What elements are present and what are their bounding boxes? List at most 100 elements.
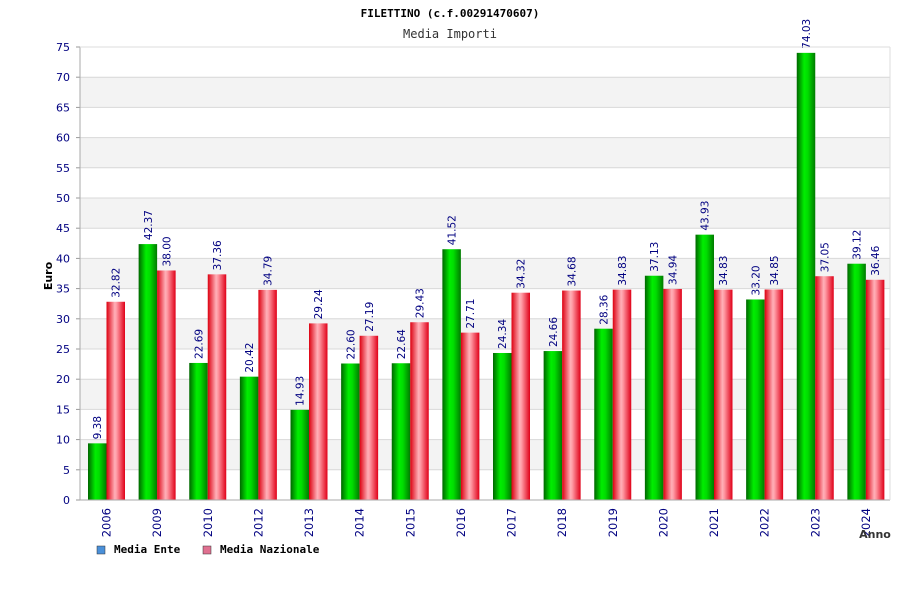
data-label-nazionale-2014: 27.19 (364, 302, 376, 332)
data-label-nazionale-2006: 32.82 (111, 268, 123, 298)
bar-nazionale-2024 (865, 279, 885, 500)
data-label-nazionale-2018: 34.68 (566, 256, 578, 286)
bar-ente-2015 (391, 363, 411, 500)
x-tick-label-2023: 2023 (808, 508, 822, 537)
legend-item-nazionale: Media Nazionale (202, 543, 320, 556)
grid-band (80, 77, 890, 108)
data-label-ente-2022: 33.20 (750, 265, 762, 295)
y-tick-label: 15 (56, 403, 70, 416)
data-label-nazionale-2020: 34.94 (668, 255, 680, 285)
bar-nazionale-2012 (258, 289, 277, 500)
chart-title: FILETTINO (c.f.00291470607) (361, 7, 540, 20)
bar-ente-2019 (594, 328, 613, 500)
data-label-ente-2020: 37.13 (649, 242, 661, 272)
bar-nazionale-2022 (764, 289, 784, 500)
legend-label-nazionale: Media Nazionale (220, 543, 320, 556)
y-axis-label: Euro (42, 261, 55, 290)
x-tick-label-2018: 2018 (555, 508, 569, 537)
data-label-ente-2013: 14.93 (295, 376, 307, 406)
bar-ente-2024 (847, 263, 866, 500)
data-label-ente-2016: 41.52 (447, 215, 459, 245)
bar-nazionale-2019 (612, 289, 632, 500)
legend-swatch-ente (96, 545, 106, 555)
bar-ente-2010 (189, 362, 208, 500)
data-label-ente-2009: 42.37 (143, 210, 155, 240)
data-label-nazionale-2015: 29.43 (415, 288, 427, 318)
data-label-ente-2006: 9.38 (92, 416, 104, 439)
x-tick-label-2020: 2020 (656, 508, 670, 537)
x-tick-label-2024: 2024 (859, 508, 873, 537)
data-label-ente-2017: 24.34 (497, 319, 509, 349)
x-tick-label-2009: 2009 (150, 508, 164, 537)
bar-nazionale-2014 (359, 335, 379, 500)
grid-band (80, 137, 890, 168)
x-axis-label: Anno (859, 528, 891, 541)
y-tick-label: 60 (56, 132, 70, 145)
data-label-nazionale-2022: 34.85 (769, 255, 781, 285)
data-label-nazionale-2024: 36.46 (870, 245, 882, 275)
data-label-ente-2012: 20.42 (244, 343, 256, 373)
y-tick-label: 45 (56, 222, 70, 235)
bar-ente-2012 (239, 376, 259, 500)
bar-nazionale-2015 (410, 322, 429, 500)
legend-item-ente: Media Ente (96, 543, 181, 556)
bar-ente-2018 (543, 351, 563, 500)
data-label-nazionale-2009: 38.00 (161, 236, 173, 266)
bar-nazionale-2010 (207, 274, 227, 500)
data-label-ente-2024: 39.12 (852, 230, 864, 260)
bar-ente-2022 (746, 299, 765, 500)
y-tick-label: 0 (63, 494, 70, 507)
bar-nazionale-2017 (511, 292, 530, 500)
x-tick-label-2017: 2017 (505, 508, 519, 537)
bar-nazionale-2006 (106, 301, 125, 500)
data-label-ente-2010: 22.69 (194, 329, 206, 359)
y-tick-label: 25 (56, 343, 70, 356)
y-tick-label: 50 (56, 192, 70, 205)
data-label-ente-2019: 28.36 (599, 294, 611, 324)
x-tick-label-2010: 2010 (201, 508, 215, 537)
x-tick-label-2014: 2014 (353, 508, 367, 537)
x-tick-label-2022: 2022 (758, 508, 772, 537)
y-tick-label: 35 (56, 283, 70, 296)
data-label-nazionale-2012: 34.79 (263, 256, 275, 286)
data-label-nazionale-2023: 37.05 (820, 242, 832, 272)
bar-ente-2013 (290, 409, 309, 500)
data-label-ente-2023: 74.03 (801, 19, 813, 49)
bar-ente-2021 (695, 234, 714, 501)
chart-subtitle: Media Importi (403, 27, 497, 41)
bar-nazionale-2013 (309, 323, 328, 500)
data-label-nazionale-2016: 27.71 (465, 299, 477, 329)
x-tick-label-2012: 2012 (251, 508, 265, 537)
bar-ente-2014 (341, 363, 360, 500)
data-label-ente-2021: 43.93 (700, 201, 712, 231)
x-tick-label-2016: 2016 (454, 508, 468, 537)
bar-nazionale-2009 (157, 270, 176, 500)
y-tick-label: 20 (56, 373, 70, 386)
bar-nazionale-2016 (460, 332, 480, 500)
x-tick-label-2021: 2021 (707, 508, 721, 537)
bar-nazionale-2018 (562, 290, 581, 500)
bar-ente-2016 (442, 249, 461, 500)
legend-swatch-nazionale (202, 545, 212, 555)
data-label-nazionale-2013: 29.24 (313, 289, 325, 319)
data-label-nazionale-2021: 34.83 (718, 256, 730, 286)
data-label-nazionale-2017: 34.32 (516, 259, 528, 289)
y-tick-label: 30 (56, 313, 70, 326)
x-tick-label-2015: 2015 (403, 508, 417, 537)
bar-ente-2020 (644, 275, 664, 500)
y-tick-label: 40 (56, 252, 70, 265)
data-label-ente-2018: 24.66 (548, 317, 560, 347)
bar-nazionale-2021 (714, 289, 733, 500)
data-label-nazionale-2010: 37.36 (212, 240, 224, 270)
grid-band (80, 198, 890, 229)
bar-ente-2009 (138, 244, 158, 500)
y-tick-label: 65 (56, 101, 70, 114)
y-tick-label: 55 (56, 162, 70, 175)
y-tick-label: 5 (63, 464, 70, 477)
bar-nazionale-2023 (815, 276, 834, 500)
x-tick-label-2013: 2013 (302, 508, 316, 537)
bar-ente-2023 (796, 52, 816, 501)
data-label-ente-2015: 22.64 (396, 329, 408, 359)
legend-label-ente: Media Ente (114, 543, 181, 556)
